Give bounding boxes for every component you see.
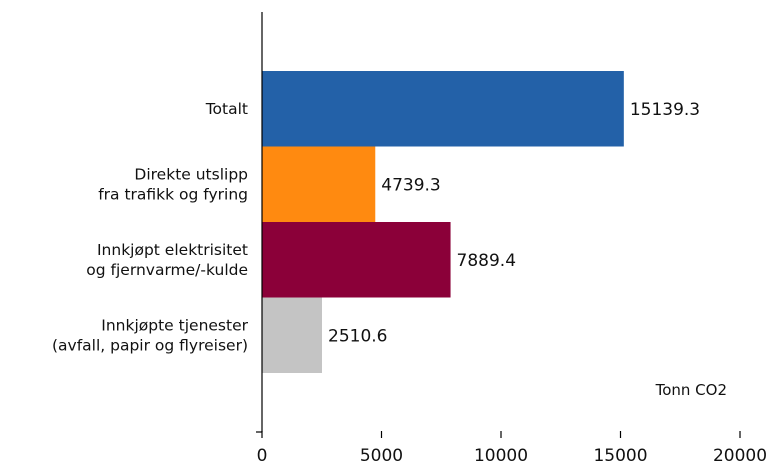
category-label-2-line-0: Innkjøpt elektrisitet (97, 241, 248, 259)
x-tick-label-3: 15000 (593, 446, 647, 465)
category-label-1: Direkte utslipp fra trafikk og fyring (98, 165, 248, 203)
bar-1 (262, 146, 376, 222)
value-label-1: 4739.3 (381, 175, 440, 195)
unit-label: Tonn CO2 (655, 381, 727, 399)
x-axis-ticks (256, 431, 741, 438)
category-label-2: Innkjøpt elektrisitet og fjernvarme/-kuld… (86, 241, 248, 279)
bar-2 (262, 222, 451, 298)
x-tick-label-1: 5000 (360, 446, 403, 465)
x-tick-label-2: 10000 (474, 446, 528, 465)
bars-group (262, 71, 624, 373)
x-tick-label-4: 20000 (713, 446, 767, 465)
bar-3 (262, 297, 323, 373)
category-label-0-line-0: Totalt (205, 100, 248, 118)
category-label-1-line-1: fra trafikk og fyring (98, 185, 248, 203)
value-labels: 15139.3 4739.3 7889.4 2510.6 (328, 100, 700, 347)
category-label-2-line-1: og fjernvarme/-kulde (86, 261, 248, 279)
x-axis-tick-labels: 0 5000 10000 15000 20000 (257, 446, 767, 465)
category-labels: Totalt Direkte utslipp fra trafikk og fyri… (52, 100, 249, 355)
category-label-1-line-0: Direkte utslipp (134, 165, 248, 183)
category-label-3-line-0: Innkjøpte tjenester (101, 316, 248, 334)
value-label-0: 15139.3 (630, 100, 700, 120)
bar-0 (262, 71, 624, 147)
value-label-3: 2510.6 (328, 326, 387, 346)
category-label-0: Totalt (205, 100, 248, 118)
category-label-3: Innkjøpte tjenester (avfall, papir og fly… (52, 316, 249, 354)
x-tick-label-0: 0 (257, 446, 268, 465)
value-label-2: 7889.4 (457, 251, 516, 271)
category-label-3-line-1: (avfall, papir og flyreiser) (52, 336, 248, 354)
